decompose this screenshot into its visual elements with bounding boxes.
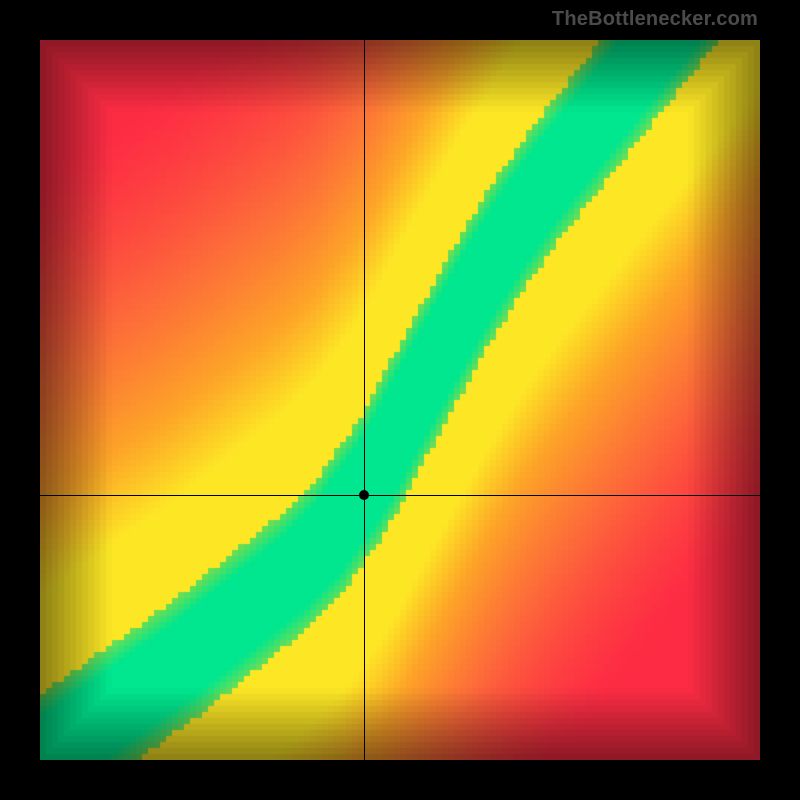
chart-frame: TheBottlenecker.com: [0, 0, 800, 800]
watermark-text: TheBottlenecker.com: [552, 8, 758, 31]
crosshair-horizontal: [40, 495, 760, 496]
heatmap-plot: [40, 40, 760, 760]
selection-marker: [359, 490, 369, 500]
heatmap-canvas: [40, 40, 760, 760]
crosshair-vertical: [364, 40, 365, 760]
